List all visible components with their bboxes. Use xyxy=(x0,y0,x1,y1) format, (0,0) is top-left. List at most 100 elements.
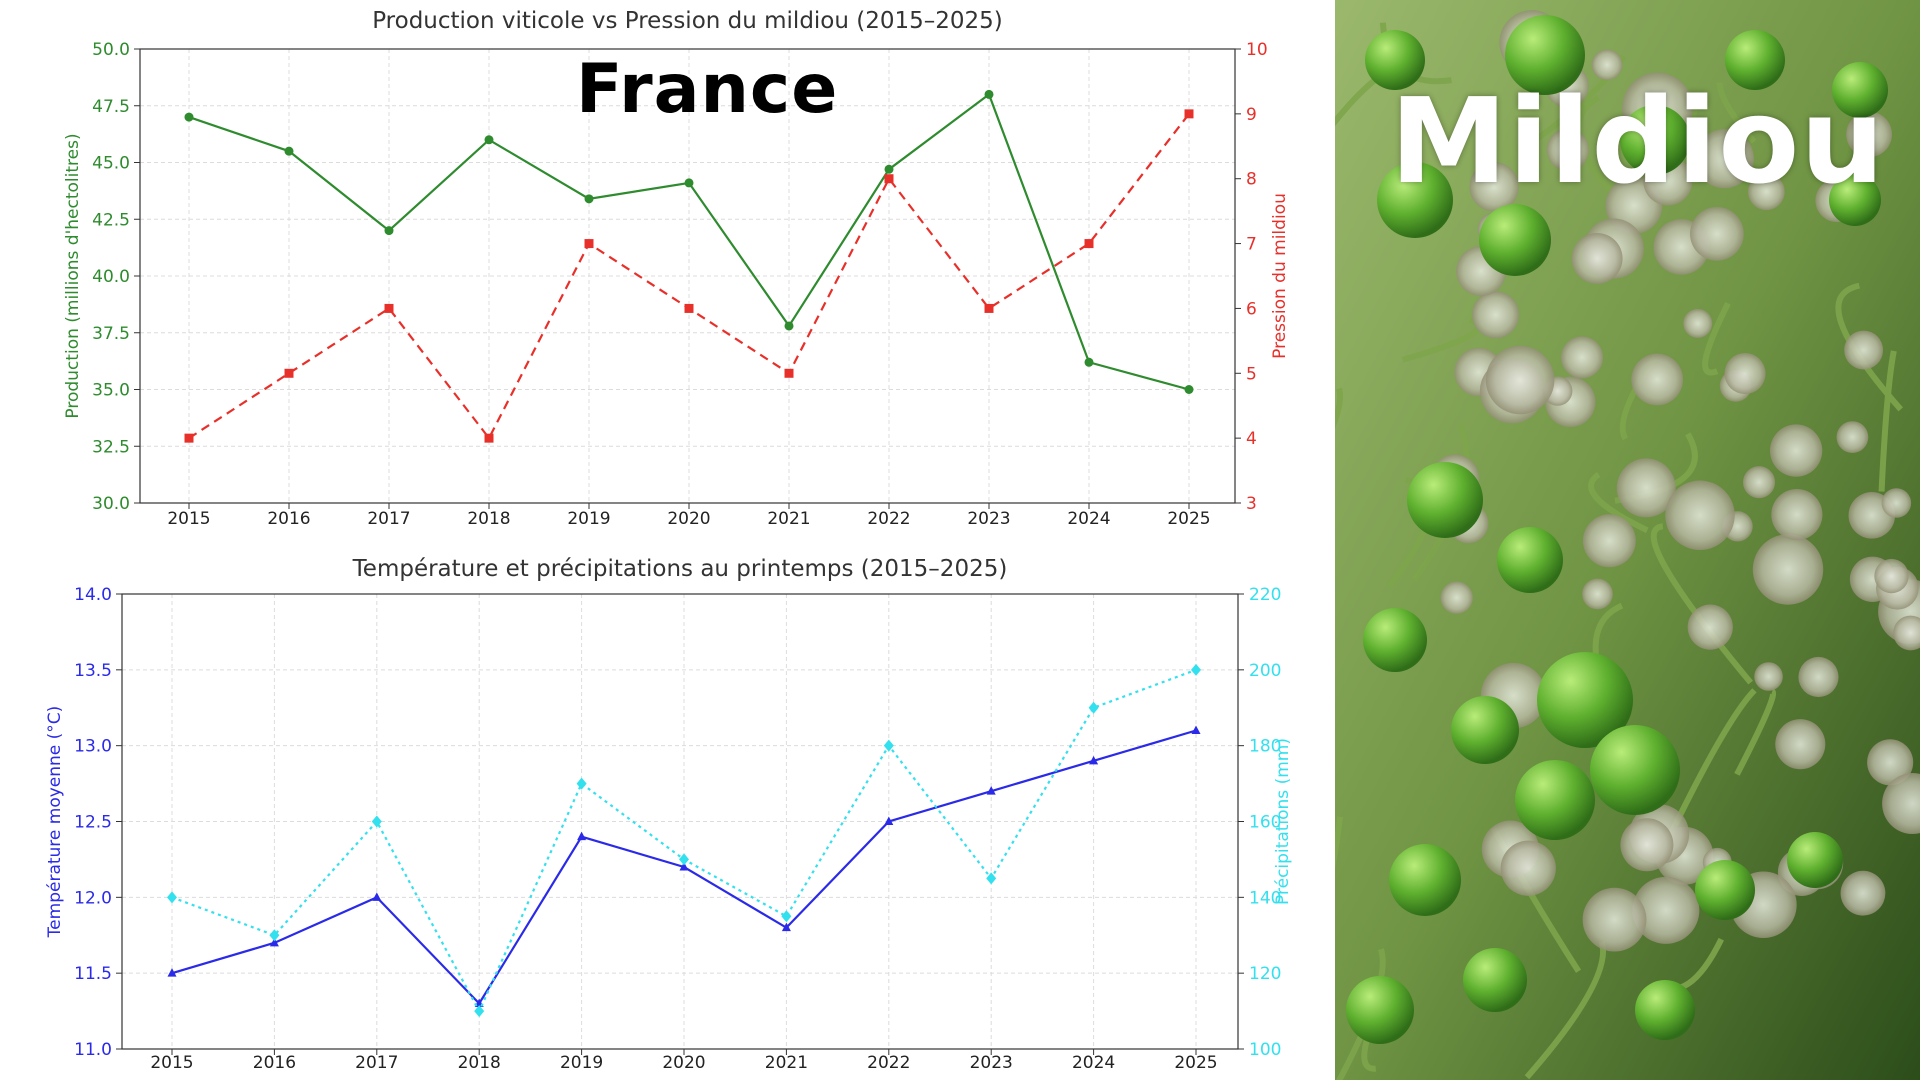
y-left-tick-label: 47.5 xyxy=(92,97,130,117)
y-left-tick-label: 40.0 xyxy=(92,267,130,287)
data-point xyxy=(269,937,279,947)
data-point xyxy=(781,910,792,923)
mildew-patch xyxy=(1742,466,1776,499)
y-left-tick-label: 14.0 xyxy=(74,585,112,605)
country-title: France xyxy=(576,50,839,129)
y-left-tick-label: 13.0 xyxy=(74,737,112,757)
x-tick-label: 2017 xyxy=(367,509,410,529)
data-point xyxy=(784,321,794,331)
y-right-tick-label: 4 xyxy=(1246,429,1257,449)
x-tick-label: 2017 xyxy=(355,1053,398,1073)
data-point xyxy=(679,853,689,866)
data-point xyxy=(884,174,894,184)
grape-berry xyxy=(1635,980,1695,1040)
y-right-tick-label: 10 xyxy=(1246,40,1268,60)
mildew-patch xyxy=(1798,656,1839,698)
stem xyxy=(1335,387,1344,429)
chart-title: Température et précipitations au printem… xyxy=(352,556,1008,582)
y-left-tick-label: 45.0 xyxy=(92,154,130,174)
mildew-patch xyxy=(1836,421,1869,454)
y-left-tick-label: 13.5 xyxy=(74,661,112,681)
mildew-patch xyxy=(1582,514,1636,568)
series-1 xyxy=(184,89,1194,394)
mildew-patch xyxy=(1694,129,1754,189)
x-tick-label: 2018 xyxy=(467,509,510,529)
mildiou-label: Mildiou xyxy=(1390,72,1886,210)
x-tick-label: 2019 xyxy=(567,509,610,529)
stem xyxy=(1335,816,1343,870)
mildew-patch xyxy=(1683,308,1713,338)
grape-berry xyxy=(1695,860,1755,920)
data-point xyxy=(484,135,494,145)
mildew-patch xyxy=(1560,336,1604,379)
data-point xyxy=(884,816,894,825)
mildew-patch xyxy=(1440,581,1473,614)
mildew-patch xyxy=(1631,353,1684,406)
mildew-patch xyxy=(1775,719,1826,770)
y-right-tick-label: 120 xyxy=(1249,964,1281,984)
y-left-tick-label: 30.0 xyxy=(92,494,130,514)
stem xyxy=(1734,688,1777,776)
data-point xyxy=(679,862,689,871)
grape-berry xyxy=(1505,15,1585,95)
stem xyxy=(1702,301,1731,376)
stem xyxy=(1650,523,1753,685)
data-point xyxy=(167,968,177,977)
grape-berry xyxy=(1407,462,1483,538)
mildew-patch xyxy=(1846,111,1893,158)
data-point xyxy=(1184,385,1194,394)
y-right-tick-label: 100 xyxy=(1249,1040,1281,1060)
y-left-axis-label: Température moyenne (°C) xyxy=(45,706,65,939)
data-point xyxy=(883,739,894,752)
stem xyxy=(1588,471,1649,533)
mildew-patch xyxy=(1881,488,1912,518)
plot-frame xyxy=(139,48,1236,504)
grape-berry xyxy=(1346,976,1414,1044)
grape-berry xyxy=(1389,844,1461,916)
data-point xyxy=(986,872,997,885)
x-tick-label: 2015 xyxy=(167,509,210,529)
series-2 xyxy=(167,663,1201,1018)
grape-berry xyxy=(1515,760,1595,840)
grape-berry xyxy=(1497,527,1563,593)
x-tick-label: 2022 xyxy=(867,1053,910,1073)
data-point xyxy=(384,303,394,313)
mildew-patch xyxy=(1752,534,1824,605)
x-tick-label: 2020 xyxy=(662,1053,705,1073)
mildew-patch xyxy=(1469,162,1519,212)
mildew-patch xyxy=(1687,604,1733,650)
grape-berry xyxy=(1451,696,1519,764)
data-point xyxy=(576,777,587,790)
y-left-tick-label: 11.0 xyxy=(74,1040,112,1060)
x-tick-label: 2018 xyxy=(458,1053,501,1073)
x-tick-label: 2024 xyxy=(1067,509,1110,529)
data-point xyxy=(1089,755,1099,765)
data-point xyxy=(372,892,382,901)
data-point xyxy=(1191,725,1201,734)
x-tick-label: 2023 xyxy=(970,1053,1013,1073)
mildew-patch xyxy=(1616,458,1676,518)
x-tick-label: 2024 xyxy=(1072,1053,1115,1073)
y-right-tick-label: 8 xyxy=(1246,170,1257,190)
data-point xyxy=(371,815,382,828)
stem xyxy=(1667,688,1757,838)
series-2 xyxy=(184,109,1194,443)
mildew-patch xyxy=(1754,662,1783,691)
data-point xyxy=(284,368,294,378)
mildew-patch xyxy=(1485,345,1555,415)
x-tick-label: 2021 xyxy=(767,509,810,529)
mildew-patch xyxy=(1840,870,1886,916)
stem xyxy=(1524,941,1606,1080)
mildew-patch xyxy=(1867,739,1914,786)
grape-cluster-image xyxy=(1335,0,1920,1080)
mildew-patch xyxy=(1546,128,1590,172)
data-point xyxy=(1184,109,1194,119)
data-point xyxy=(577,831,587,841)
mildew-patch xyxy=(1690,206,1744,261)
y-left-axis-label: Production (millions d'hectolitres) xyxy=(63,133,83,418)
mildew-patch xyxy=(1591,49,1623,81)
x-tick-label: 2019 xyxy=(560,1053,603,1073)
series-1 xyxy=(167,725,1201,1007)
grape-berry xyxy=(1590,725,1680,815)
data-point xyxy=(1088,701,1099,714)
